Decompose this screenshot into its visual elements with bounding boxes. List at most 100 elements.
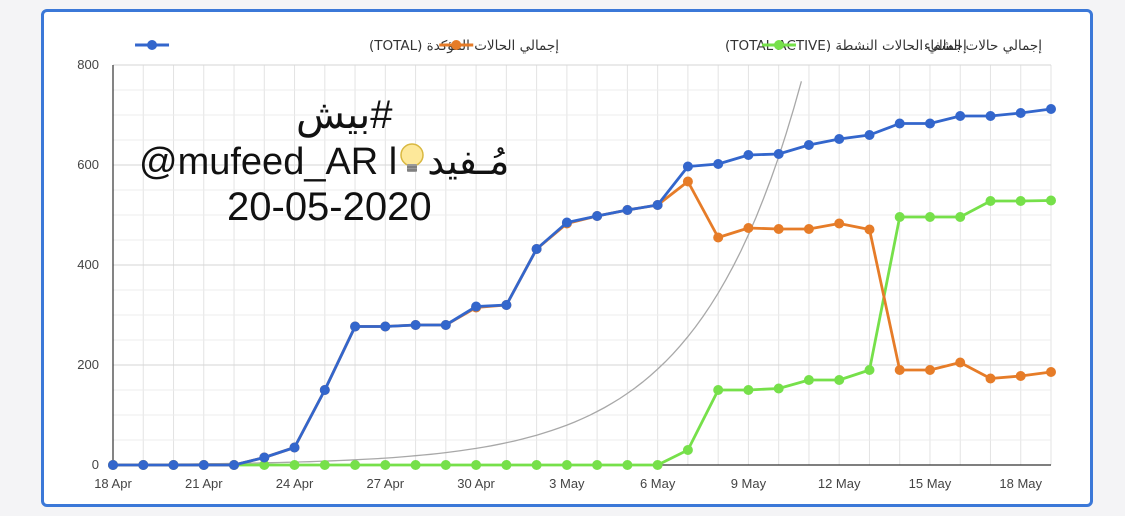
- data-point: [471, 460, 482, 470]
- data-point: [531, 460, 542, 470]
- data-point: [985, 373, 996, 384]
- x-tick-label: 18 May: [999, 476, 1042, 491]
- handle-text: @mufeed_AR l: [139, 141, 398, 183]
- data-point: [955, 111, 966, 121]
- data-point: [864, 365, 875, 375]
- data-point: [168, 460, 179, 470]
- data-point: [773, 149, 784, 159]
- date-text: 20-05-2020: [227, 185, 432, 229]
- legend-dot-marker: [451, 40, 462, 50]
- data-point: [652, 200, 663, 210]
- data-point: [622, 460, 633, 470]
- data-point: [319, 385, 330, 395]
- data-point: [410, 460, 421, 470]
- data-point: [713, 159, 724, 169]
- data-point: [803, 375, 814, 385]
- data-point: [561, 460, 572, 470]
- data-point: [925, 212, 935, 222]
- hashtag-text: #بيش: [296, 93, 393, 137]
- data-point: [198, 460, 209, 470]
- data-point: [985, 196, 996, 206]
- data-point: [319, 460, 330, 470]
- data-point: [894, 365, 905, 375]
- data-point: [773, 224, 784, 234]
- data-point: [652, 460, 663, 470]
- y-tick-label: 600: [77, 157, 99, 172]
- watermark-date: 20-05-2020: [227, 185, 432, 230]
- data-point: [259, 452, 270, 463]
- data-point: [743, 223, 754, 233]
- data-point: [682, 176, 693, 187]
- data-point: [1015, 371, 1026, 381]
- data-point: [380, 460, 391, 470]
- handle-arabic: مُـفيد: [427, 141, 510, 183]
- data-point: [561, 217, 572, 228]
- data-point: [380, 321, 391, 332]
- data-point: [229, 460, 239, 470]
- data-point: [1015, 108, 1026, 118]
- series-line-0: [113, 107, 1052, 467]
- x-tick-label: 18 Apr: [94, 476, 132, 491]
- watermark-hashtag: #بيش: [296, 92, 392, 138]
- data-point: [894, 118, 905, 129]
- data-point: [803, 224, 814, 234]
- x-tick-label: 9 May: [731, 476, 767, 491]
- data-point: [1046, 367, 1056, 377]
- data-point: [985, 111, 996, 121]
- data-point: [834, 375, 845, 385]
- x-tick-label: 3 May: [549, 476, 585, 491]
- data-point: [289, 442, 300, 453]
- y-tick-label: 800: [77, 57, 99, 72]
- y-tick-label: 400: [77, 257, 99, 272]
- data-point: [743, 385, 754, 395]
- data-point: [713, 385, 724, 395]
- data-point: [773, 383, 784, 394]
- chart-frame: 0 200 400 600 800 18 Apr 21 Apr 24 Apr 27 Apr 30 …: [41, 9, 1093, 507]
- data-point: [108, 460, 118, 470]
- data-point: [592, 460, 603, 470]
- data-point: [955, 357, 966, 368]
- data-point: [834, 218, 845, 229]
- legend-dot-marker: [773, 40, 784, 50]
- data-point: [682, 445, 693, 455]
- x-tick-label: 21 Apr: [185, 476, 223, 491]
- x-tick-label: 27 Apr: [367, 476, 405, 491]
- data-point: [894, 212, 905, 222]
- data-point: [138, 460, 149, 470]
- x-tick-label: 30 Apr: [457, 476, 495, 491]
- series-line-2: [113, 199, 1052, 467]
- data-point: [743, 150, 754, 160]
- legend-label: إجمالي حالات الشفاء: [924, 38, 1042, 54]
- x-tick-label: 15 May: [909, 476, 952, 491]
- data-point: [682, 161, 693, 172]
- data-point: [592, 211, 603, 221]
- x-tick-label: 24 Apr: [276, 476, 314, 491]
- exponential-trend-curve: [113, 81, 803, 466]
- data-point: [925, 118, 935, 129]
- lightbulb-icon: [399, 142, 425, 188]
- data-point: [925, 365, 935, 375]
- data-point: [803, 140, 814, 150]
- line-chart: 0 200 400 600 800 18 Apr 21 Apr 24 Apr 27 Apr 30 …: [77, 38, 1056, 491]
- data-point: [864, 130, 875, 140]
- data-point: [531, 244, 542, 254]
- data-point: [713, 232, 724, 243]
- data-point: [1046, 195, 1056, 206]
- y-tick-label: 0: [92, 457, 99, 472]
- data-point: [350, 460, 361, 470]
- data-point: [471, 301, 482, 312]
- legend-dot-marker: [147, 40, 158, 50]
- legend-label: إجمالي الحالات النشطة (TOTAL ACTIVE): [725, 38, 967, 54]
- data-point: [410, 320, 421, 330]
- data-point: [622, 205, 633, 215]
- data-point: [1046, 104, 1056, 114]
- data-point: [1015, 196, 1026, 206]
- data-point: [501, 300, 512, 310]
- data-point: [864, 224, 875, 235]
- watermark-handle: @mufeed_AR l مُـفيد: [139, 139, 509, 188]
- x-tick-label: 12 May: [818, 476, 861, 491]
- data-point: [350, 321, 361, 332]
- data-point: [259, 460, 270, 470]
- x-tick-label: 6 May: [640, 476, 676, 491]
- data-point: [440, 320, 451, 330]
